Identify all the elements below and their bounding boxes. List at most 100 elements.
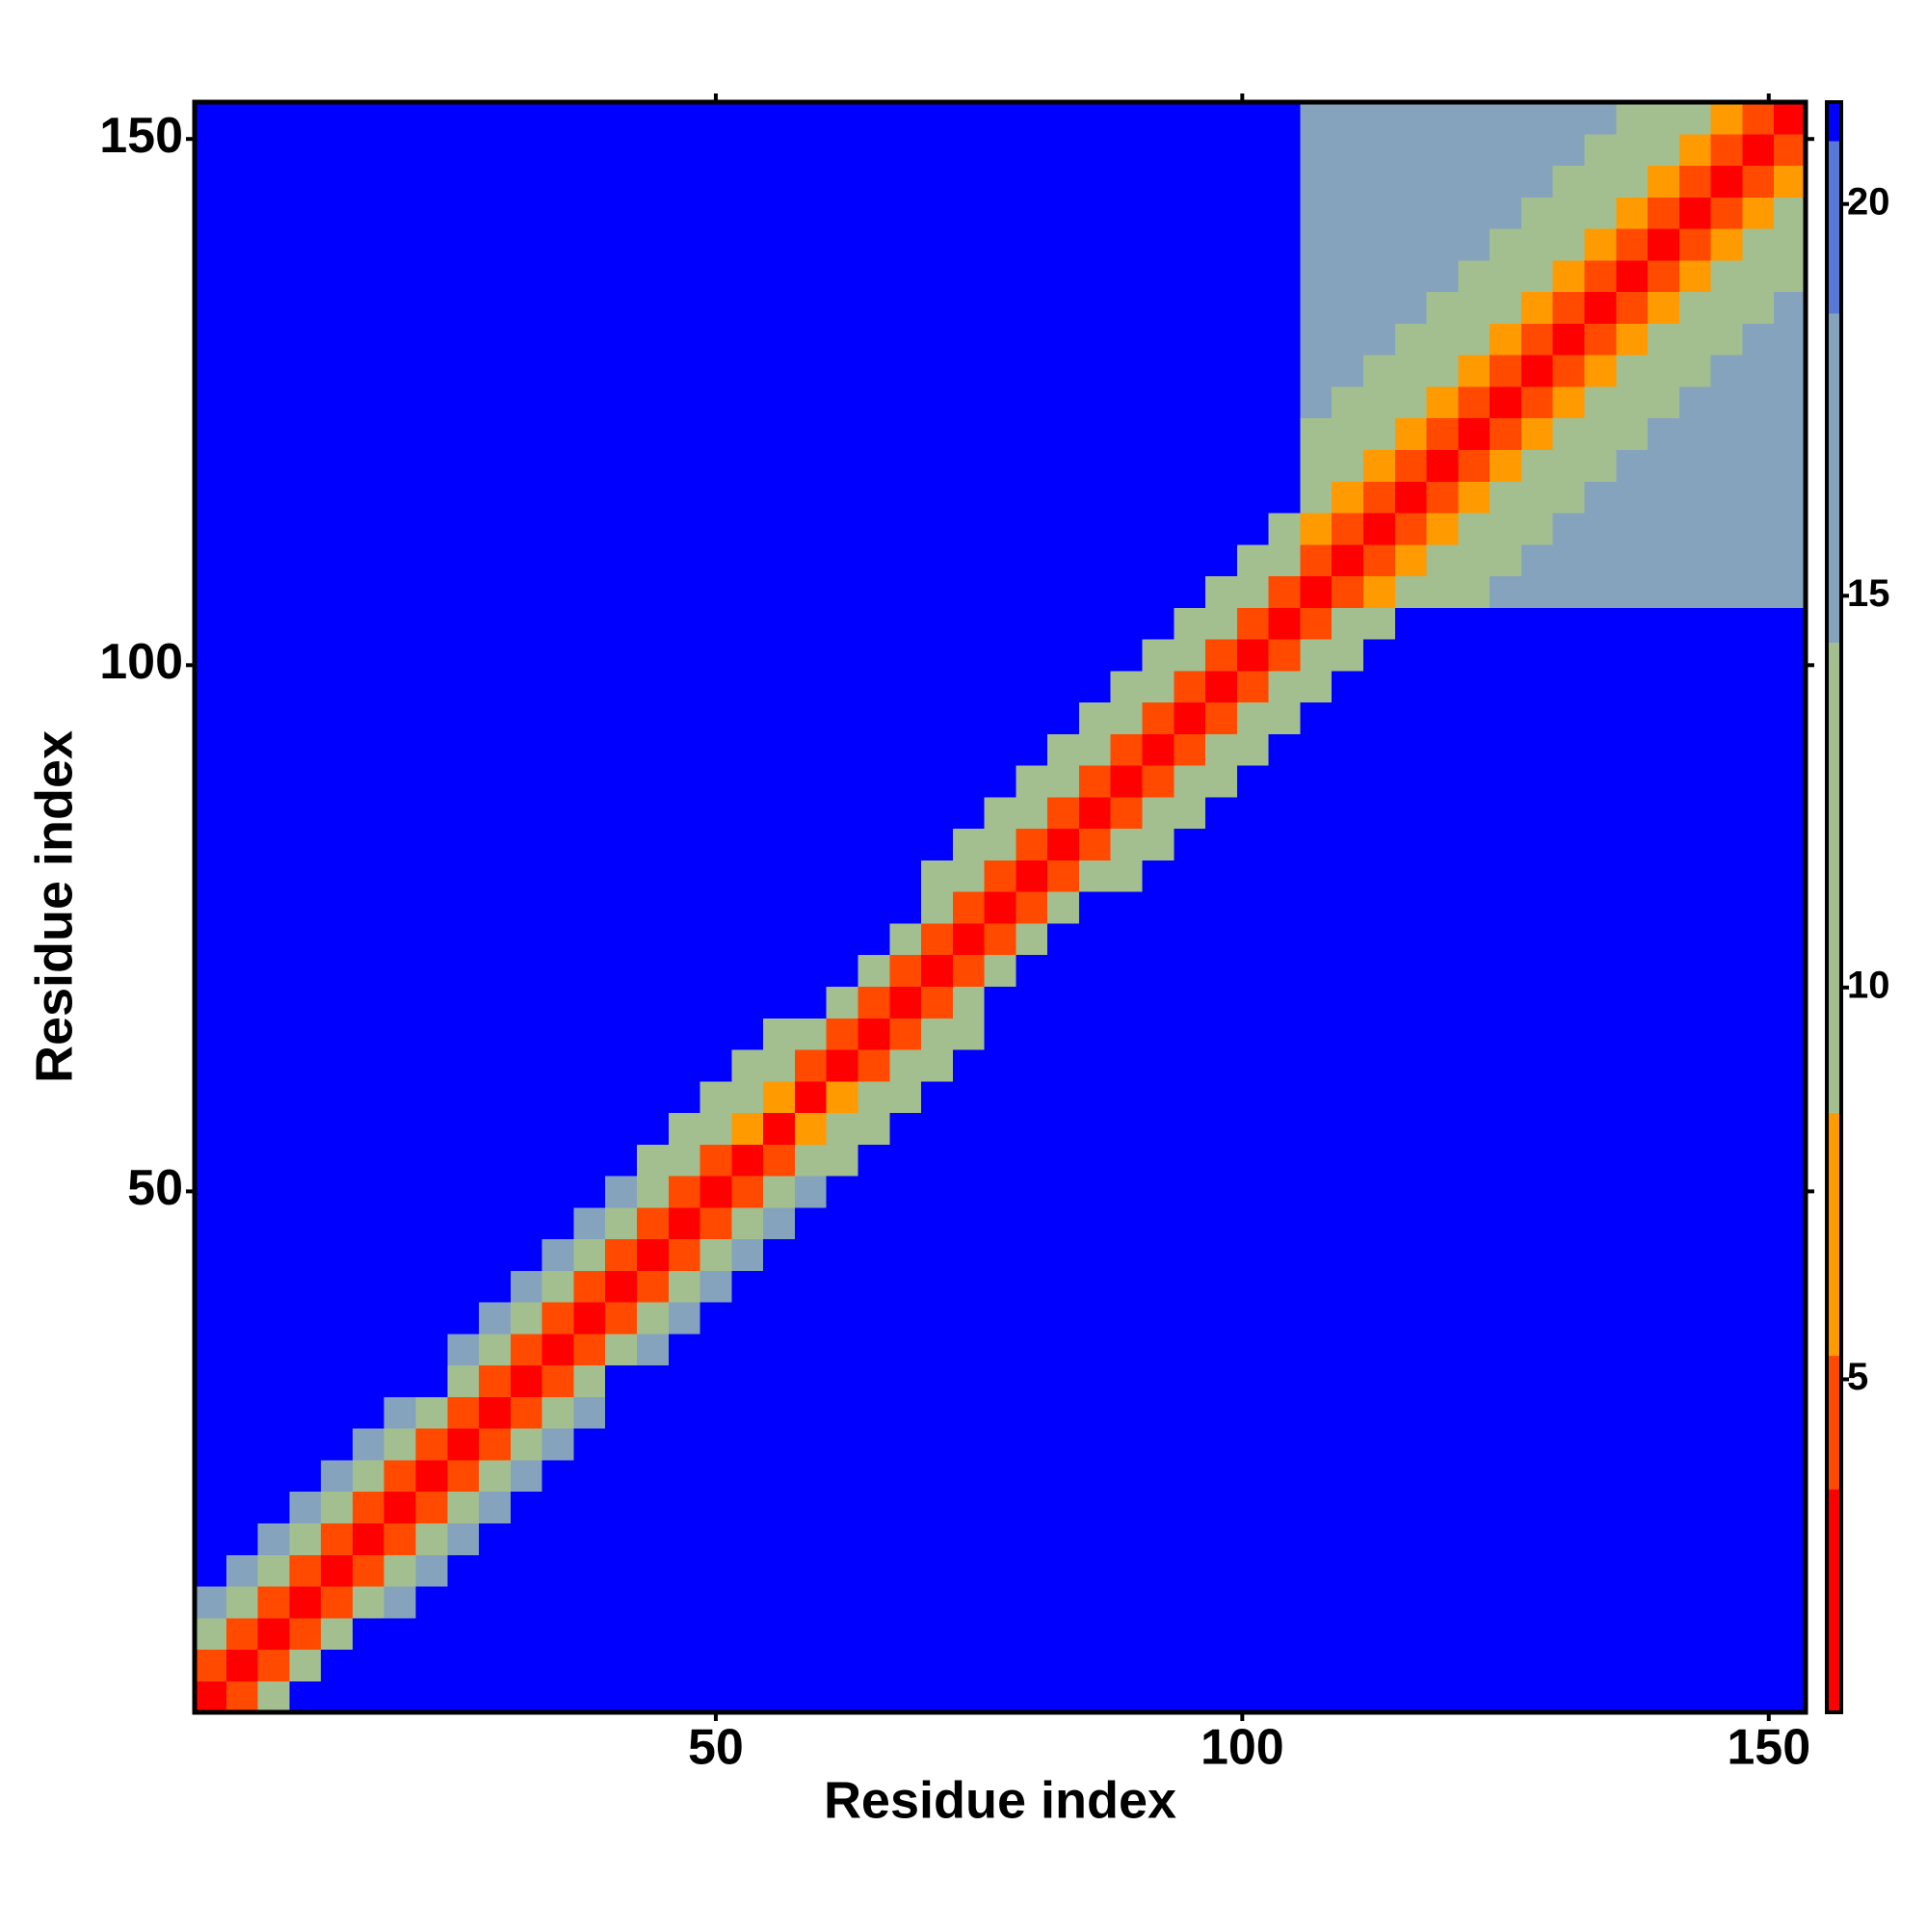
heatmap-cell [1616,1585,1649,1619]
heatmap-cell [1110,259,1144,293]
heatmap-cell [1300,860,1333,892]
heatmap-cell [1648,1617,1680,1651]
heatmap-cell [1710,986,1744,1019]
heatmap-cell [889,165,922,198]
heatmap-cell [1363,1649,1396,1681]
heatmap-cell [668,385,701,419]
colorbar-tick-label: 10 [1847,964,1890,1006]
heatmap-cell [541,1396,575,1429]
heatmap-cell [1110,575,1144,608]
heatmap-cell [1742,259,1775,293]
heatmap-cell [1110,1585,1144,1619]
heatmap-cell [383,133,417,167]
heatmap-cell [510,891,543,924]
heatmap-cell [479,512,512,545]
heatmap-cell [1774,449,1807,482]
heatmap-cell [510,291,543,324]
heatmap-cell [921,133,954,167]
heatmap-cell [1268,891,1302,924]
heatmap-cell [1616,1681,1649,1713]
heatmap-cell [1078,986,1112,1019]
heatmap-cell [889,1364,922,1397]
heatmap-cell [289,543,322,577]
heatmap-cell [1458,1270,1491,1303]
heatmap-cell [1552,1080,1586,1114]
heatmap-cell [1774,1206,1807,1240]
heatmap-cell [794,1585,828,1619]
heatmap-cell [1047,355,1080,387]
heatmap-cell [636,1681,670,1713]
heatmap-cell [1300,481,1333,514]
heatmap-cell [415,954,448,988]
heatmap-cell [636,1302,670,1335]
heatmap-cell [257,417,290,451]
heatmap-cell [1016,670,1048,703]
heatmap-cell [510,259,543,293]
heatmap-cell [921,860,954,892]
heatmap-cell [1174,986,1206,1019]
heatmap-cell [921,1112,954,1145]
heatmap-cell [1174,1554,1206,1587]
heatmap-cell [858,986,890,1019]
heatmap-cell [700,1585,732,1619]
heatmap-cell [763,860,796,892]
heatmap-cell [1710,1459,1744,1493]
heatmap-cell [1710,1522,1744,1555]
heatmap-cell [447,165,480,198]
heatmap-cell [383,1080,417,1114]
heatmap-cell [1110,165,1144,198]
heatmap-cell [1110,796,1144,830]
heatmap-cell [352,1176,385,1208]
heatmap-cell [1142,1206,1175,1240]
heatmap-cell [889,259,922,293]
heatmap-cell [1332,449,1364,482]
heatmap-cell [1490,1681,1522,1713]
heatmap-cell [573,1176,606,1208]
heatmap-cell [1584,670,1617,703]
heatmap-cell [794,1396,828,1429]
heatmap-cell [352,1144,385,1177]
heatmap-cell [1742,543,1775,577]
heatmap-cell [1458,1080,1491,1114]
heatmap-cell [1363,165,1396,198]
heatmap-cell [1458,543,1491,577]
heatmap-cell [257,1270,290,1303]
heatmap-cell [1363,860,1396,892]
heatmap-cell [573,1459,606,1493]
heatmap-cell [1616,1144,1649,1177]
heatmap-cell [889,1112,922,1145]
heatmap-cell [1710,701,1744,734]
heatmap-cell [195,197,227,229]
heatmap-cell [858,165,890,198]
heatmap-cell [1678,1364,1712,1397]
heatmap-cell [1584,1048,1617,1082]
heatmap-cell [1078,1649,1112,1681]
heatmap-cell [763,1112,796,1145]
heatmap-cell [510,828,543,860]
heatmap-cell [195,1080,227,1114]
heatmap-cell [1394,512,1428,545]
heatmap-cell [447,355,480,387]
heatmap-cell [1552,922,1586,956]
heatmap-cell [1678,860,1712,892]
heatmap-cell [352,1585,385,1619]
heatmap-cell [479,765,512,798]
heatmap-cell [510,1048,543,1082]
heatmap-cell [1616,133,1649,167]
heatmap-cell [1648,1428,1680,1461]
heatmap-cell [1236,607,1270,640]
heatmap-cell [1552,1206,1586,1240]
heatmap-cell [225,259,259,293]
heatmap-cell [225,1176,259,1208]
heatmap-cell [510,670,543,703]
heatmap-cell [383,259,417,293]
heatmap-cell [195,1396,227,1429]
heatmap-cell [794,796,828,830]
heatmap-cell [889,1144,922,1177]
heatmap-cell [1236,1333,1270,1366]
heatmap-cell [1142,1522,1175,1555]
heatmap-cell [1426,607,1459,640]
heatmap-cell [1110,102,1144,135]
heatmap-cell [479,1238,512,1271]
heatmap-cell [1363,1080,1396,1114]
